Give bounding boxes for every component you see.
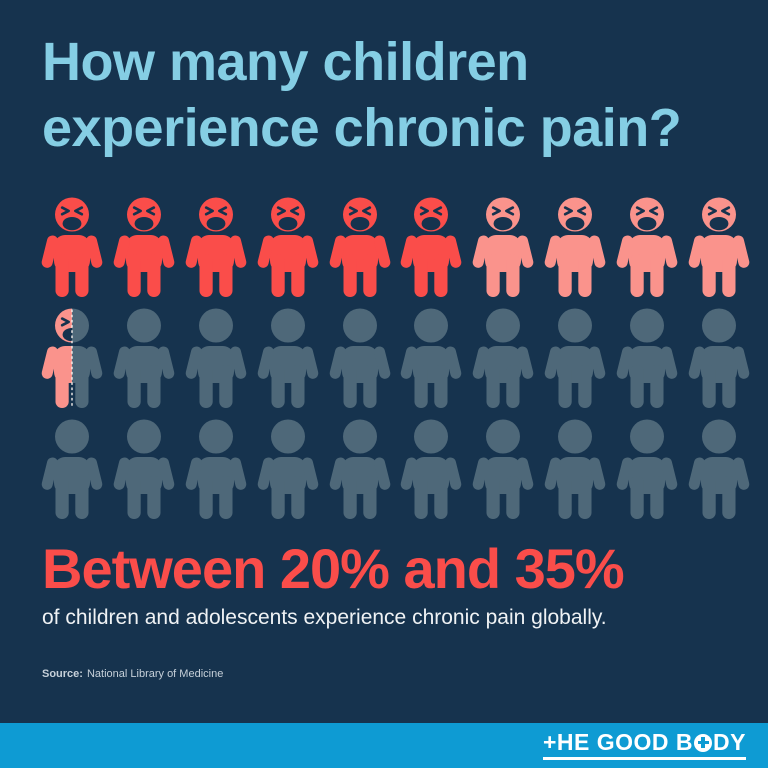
child-icon-affected bbox=[401, 197, 462, 297]
logo-plus-o-icon bbox=[694, 733, 713, 752]
statistic-headline: Between 20% and 35% bbox=[42, 537, 625, 600]
child-icon-unaffected bbox=[401, 308, 462, 408]
child-icon-half bbox=[41, 308, 103, 408]
child-icon-unaffected bbox=[472, 419, 534, 519]
logo-prefix: +HE GOOD B bbox=[542, 729, 694, 756]
child-icon-unaffected bbox=[329, 308, 390, 408]
logo-underline bbox=[542, 757, 746, 760]
brand-logo-text: +HE GOOD B DY bbox=[543, 731, 746, 754]
child-icon-unaffected bbox=[544, 419, 606, 519]
source-note: Source: National Library of Medicine bbox=[42, 668, 223, 680]
child-icon-unaffected bbox=[472, 308, 534, 408]
statistic-description: of children and adolescents experience c… bbox=[42, 606, 607, 629]
pictogram-row bbox=[39, 308, 752, 408]
child-icon-unaffected bbox=[616, 419, 678, 519]
pictogram-chart bbox=[39, 197, 752, 530]
child-icon-affected bbox=[41, 197, 103, 297]
title-line-2: experience chronic pain? bbox=[42, 97, 682, 158]
child-icon-unaffected bbox=[257, 419, 318, 519]
child-icon-affected_light bbox=[472, 197, 534, 297]
footer-bar: +HE GOOD B DY bbox=[0, 723, 768, 768]
child-icon-affected bbox=[329, 197, 390, 297]
child-icon-affected_light bbox=[616, 197, 678, 297]
child-icon-affected_light bbox=[688, 197, 750, 297]
child-icon-unaffected bbox=[185, 308, 247, 408]
child-icon-affected_light bbox=[544, 197, 606, 297]
pictogram-row bbox=[39, 419, 752, 519]
child-icon-unaffected bbox=[401, 419, 462, 519]
child-icon-unaffected bbox=[329, 419, 390, 519]
child-icon-affected bbox=[113, 197, 175, 297]
child-icon-unaffected bbox=[688, 419, 750, 519]
child-icon-unaffected bbox=[616, 308, 678, 408]
source-label: Source: bbox=[42, 668, 83, 680]
child-icon-unaffected bbox=[113, 419, 175, 519]
brand-logo: +HE GOOD B DY bbox=[542, 731, 746, 760]
source-text: National Library of Medicine bbox=[86, 668, 224, 680]
child-icon-affected bbox=[257, 197, 318, 297]
child-icon-unaffected bbox=[41, 419, 103, 519]
logo-suffix: DY bbox=[713, 729, 746, 756]
page-title: How many children experience chronic pai… bbox=[42, 30, 682, 162]
child-icon-unaffected bbox=[688, 308, 750, 408]
child-icon-unaffected bbox=[113, 308, 175, 408]
pictogram-row bbox=[39, 197, 752, 297]
child-icon-unaffected bbox=[544, 308, 606, 408]
title-line-1: How many children bbox=[42, 32, 529, 92]
child-icon-affected bbox=[185, 197, 247, 297]
child-icon-unaffected bbox=[185, 419, 247, 519]
child-icon-unaffected bbox=[257, 308, 318, 408]
